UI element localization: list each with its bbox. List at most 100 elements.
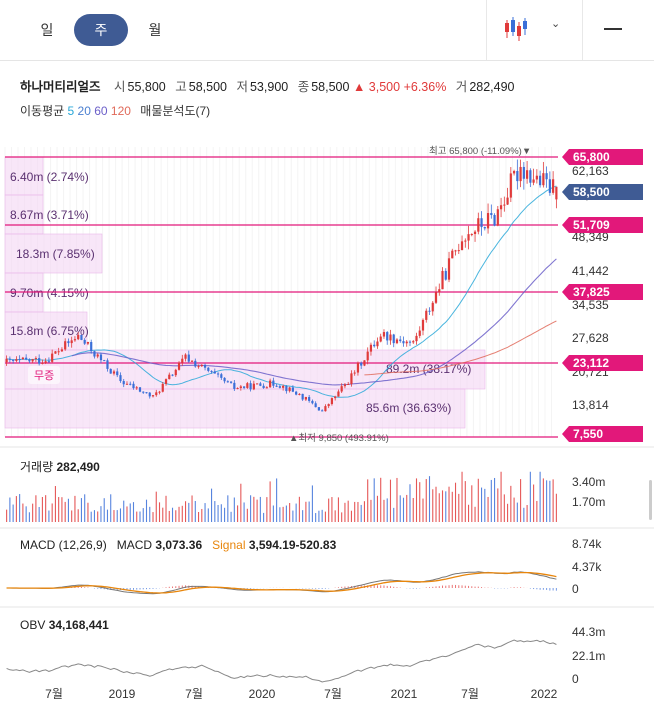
low-value: 53,900 (249, 80, 289, 94)
ma-period-120: 120 (107, 104, 131, 118)
candle-body (412, 341, 415, 343)
candle-body (301, 393, 304, 400)
candle-body (31, 359, 34, 362)
candle-body (519, 166, 522, 182)
stock-name: 하나머티리얼즈 (20, 80, 101, 94)
candle-body (516, 171, 519, 182)
price-tag (562, 217, 643, 233)
candle-body (8, 358, 11, 360)
candle-body (532, 179, 535, 183)
candle-body (242, 386, 246, 388)
candle-body (441, 270, 444, 290)
tab-day[interactable]: 일 (40, 22, 54, 38)
candle-body (308, 397, 311, 401)
candle-body (236, 388, 239, 390)
macd-tick-label: 4.37k (572, 560, 602, 574)
candle-body (447, 258, 451, 280)
line-tool-icon[interactable] (604, 28, 622, 30)
candle-body (203, 364, 207, 368)
volume-label: 거 (455, 80, 468, 94)
candle-body (190, 360, 194, 362)
candle-body (109, 368, 112, 374)
candle-body (129, 383, 132, 385)
candle-body (542, 173, 545, 186)
candle-body (28, 359, 31, 362)
candle-body (138, 387, 142, 392)
candle-body (311, 400, 314, 404)
candle-body (503, 204, 506, 206)
event-badge: 무증 (34, 370, 54, 382)
candle-body (490, 213, 493, 216)
candle-body (73, 339, 77, 341)
candle-body (184, 354, 187, 359)
candle-body (272, 380, 275, 386)
stock-info-line: 하나머티리얼즈 시 55,800 고 58,500 저 53,900 종 58,500 … (20, 76, 515, 95)
tab-week[interactable]: 주 (74, 14, 128, 46)
candle-body (402, 341, 405, 344)
ma-line-60 (71, 258, 557, 386)
candle-body (86, 342, 90, 344)
candle-body (366, 351, 369, 361)
candle-body (298, 393, 301, 395)
candle-body (473, 231, 477, 235)
candle-body (317, 407, 321, 411)
ma-line-20 (6, 185, 557, 398)
volume-profile-label: 9.70m (4.15%) (10, 286, 89, 300)
candle-body (252, 383, 255, 390)
ma-period-5: 5 (67, 104, 75, 118)
price-tag (562, 149, 643, 165)
candle-body (256, 383, 259, 385)
candle-body (249, 383, 252, 390)
candle-body (552, 179, 555, 193)
candle-body (229, 381, 233, 383)
chevron-down-icon[interactable]: ⌄ (551, 18, 561, 30)
candle-body (122, 381, 125, 385)
high-label: 고 (175, 80, 187, 94)
candle-body (444, 270, 447, 280)
obv-line (6, 639, 557, 683)
candlestick-type-icon[interactable] (502, 14, 532, 44)
obv-tick-label: 22.1m (572, 649, 605, 663)
candle-body (200, 364, 203, 367)
volume-profile-label[interactable]: 매물분석도(7) (140, 104, 211, 118)
candle-body (54, 351, 57, 354)
toolbar-divider (582, 0, 583, 60)
candle-body (47, 361, 51, 363)
candle-body (522, 166, 525, 179)
candle-body (395, 339, 399, 344)
candle-body (265, 387, 268, 389)
price-tag (562, 284, 643, 300)
volume-profile: 6.40m (2.74%) 8.67m (3.71%) 18.3m (7.85%) 9… (4, 156, 486, 429)
candle-body (415, 335, 418, 342)
candle-body (210, 370, 213, 372)
candle-body (334, 396, 337, 399)
candle-body (529, 170, 532, 183)
candle-body (451, 250, 454, 259)
candle-body (548, 179, 551, 193)
ma-label[interactable]: 이동평균 (20, 104, 65, 118)
x-tick-label: 2022 (531, 687, 558, 701)
scrollbar[interactable] (649, 480, 652, 520)
price-tag (562, 355, 643, 371)
candle-body (106, 360, 109, 369)
candle-body (483, 227, 486, 229)
candle-body (353, 372, 356, 374)
x-tick-label: 2020 (249, 687, 276, 701)
candle-body (304, 397, 307, 400)
price-tag (562, 184, 643, 200)
candle-body (80, 334, 83, 340)
candle-body (285, 385, 288, 392)
candle-body (327, 404, 330, 407)
indicator-legend: 이동평균 5 20 60 120 매물분석도(7) (20, 102, 210, 119)
candle-body (194, 360, 197, 367)
change-pct: +6.36% (403, 80, 447, 94)
candle-body (83, 339, 86, 344)
ma-period-20: 20 (74, 104, 91, 118)
candle-body (525, 170, 529, 179)
candle-body (161, 383, 164, 392)
candle-body (506, 197, 509, 205)
candle-body (44, 361, 47, 363)
candle-body (288, 387, 291, 392)
tab-month[interactable]: 월 (148, 22, 162, 38)
